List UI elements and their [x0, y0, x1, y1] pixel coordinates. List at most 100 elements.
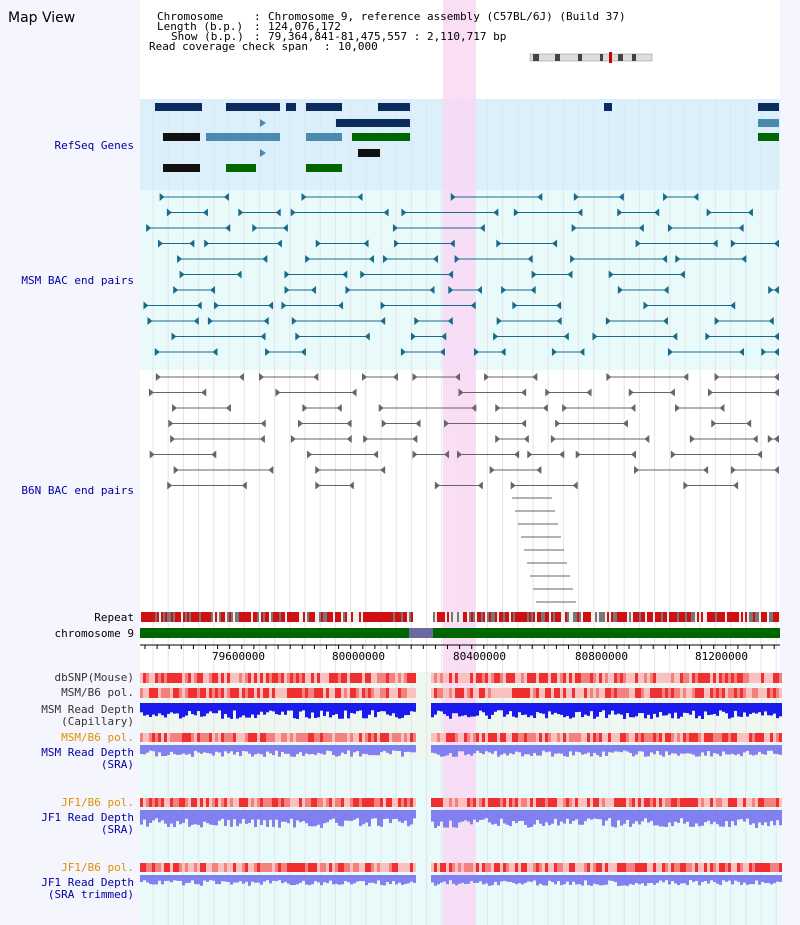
read-depth-bar — [617, 810, 620, 821]
polymorphism-cell — [269, 798, 272, 807]
msm-bac-pair-end — [501, 286, 507, 294]
b6n-bac-pair-end — [489, 466, 495, 474]
read-depth-bar — [584, 703, 587, 715]
read-depth-bar — [725, 810, 728, 822]
b6n-bac-pair-end — [290, 435, 296, 443]
read-depth-bar — [479, 745, 482, 753]
read-depth-bar — [605, 875, 608, 885]
msm-bac-pair-end — [741, 255, 747, 263]
read-depth-bar — [434, 745, 437, 754]
track-label-msm-bac[interactable]: MSM BAC end pairs — [21, 274, 134, 287]
repeat-element — [315, 612, 317, 622]
read-depth-bar — [566, 875, 569, 882]
read-depth-bar — [350, 875, 353, 885]
read-depth-bar — [206, 745, 209, 754]
msm-bac-pair-end — [262, 255, 268, 263]
polymorphism-cell — [674, 863, 677, 872]
read-depth-bar — [647, 745, 650, 757]
polymorphism-cell — [770, 673, 773, 683]
repeat-element — [519, 612, 521, 622]
read-depth-bar — [659, 745, 662, 755]
track-label-refseq-genes[interactable]: RefSeq Genes — [54, 139, 134, 152]
msm-bac-pair-end — [712, 239, 718, 248]
polymorphism-cell — [599, 733, 602, 742]
read-depth-bar — [635, 810, 638, 822]
polymorphism-cell — [554, 798, 557, 807]
repeat-element — [695, 612, 697, 622]
polymorphism-cell — [575, 863, 578, 872]
polymorphism-cell — [380, 733, 383, 742]
polymorphism-cell — [722, 733, 725, 742]
polymorphism-cell — [356, 863, 359, 872]
polymorphism-cell — [215, 798, 218, 807]
repeat-element — [671, 612, 673, 622]
polymorphism-cell — [773, 673, 776, 683]
polymorphism-cell — [719, 673, 722, 683]
refseq-gene — [758, 103, 779, 111]
repeat-element — [355, 612, 357, 622]
repeat-element — [755, 612, 757, 622]
read-depth-bar — [287, 745, 290, 754]
read-depth-bar — [764, 875, 767, 884]
b6n-bac-pair-end — [313, 373, 319, 381]
read-depth-bar — [671, 703, 674, 719]
read-depth-bar — [200, 745, 203, 754]
polymorphism-cell — [623, 688, 626, 698]
read-depth-bar — [212, 745, 215, 756]
read-depth-bar — [665, 703, 668, 716]
read-depth-bar — [254, 875, 257, 883]
repeat-element — [311, 612, 313, 622]
read-depth-bar — [464, 810, 467, 821]
repeat-element — [679, 612, 681, 622]
read-depth-bar — [611, 875, 614, 881]
polymorphism-cell — [521, 798, 524, 807]
read-depth-bar — [686, 810, 689, 822]
read-depth-bar — [476, 703, 479, 716]
read-depth-bar — [737, 745, 740, 754]
read-depth-bar — [776, 875, 779, 882]
polymorphism-cell — [530, 798, 533, 807]
read-depth-bar — [155, 875, 158, 885]
read-depth-bar — [245, 810, 248, 824]
track-label-b6n-bac[interactable]: B6N BAC end pairs — [21, 484, 134, 497]
b6n-bac-pair-end — [521, 388, 527, 397]
repeat-element — [587, 612, 589, 622]
read-depth-bar — [665, 875, 668, 881]
polymorphism-cell — [569, 798, 572, 807]
read-depth-bar — [557, 703, 560, 715]
repeat-element — [683, 612, 685, 622]
read-depth-bar — [755, 810, 758, 828]
polymorphism-cell — [542, 673, 545, 683]
polymorphism-cell — [206, 798, 209, 807]
msm-bac-pair-end — [295, 332, 301, 341]
repeat-element — [757, 612, 759, 622]
read-depth-bar — [203, 810, 206, 822]
b6n-bac-pair-end — [622, 419, 628, 428]
polymorphism-cell — [698, 733, 701, 742]
polymorphism-cell — [392, 863, 395, 872]
read-depth-bar — [779, 703, 782, 717]
polymorphism-cell — [380, 673, 383, 683]
read-depth-bar — [734, 810, 737, 826]
polymorphism-cell — [617, 688, 620, 698]
read-depth-bar — [581, 745, 584, 755]
polymorphism-cell — [278, 688, 281, 698]
show-key: Show (b.p.) — [171, 30, 244, 43]
repeat-element — [207, 612, 209, 622]
read-depth-bar — [683, 875, 686, 884]
read-depth-bar — [215, 810, 218, 826]
polymorphism-cell — [167, 798, 170, 807]
read-depth-bar — [290, 745, 293, 757]
read-depth-bar — [716, 703, 719, 716]
repeat-element — [585, 612, 587, 622]
polymorphism-cell — [773, 863, 776, 872]
polymorphism-cell — [341, 673, 344, 683]
polymorphism-cell — [647, 798, 650, 807]
polymorphism-cell — [167, 673, 170, 683]
read-depth-bar — [185, 875, 188, 884]
msm-bac-pair-end — [380, 317, 386, 325]
read-depth-bar — [485, 810, 488, 819]
read-depth-bar — [617, 703, 620, 714]
polymorphism-cell — [467, 733, 470, 742]
